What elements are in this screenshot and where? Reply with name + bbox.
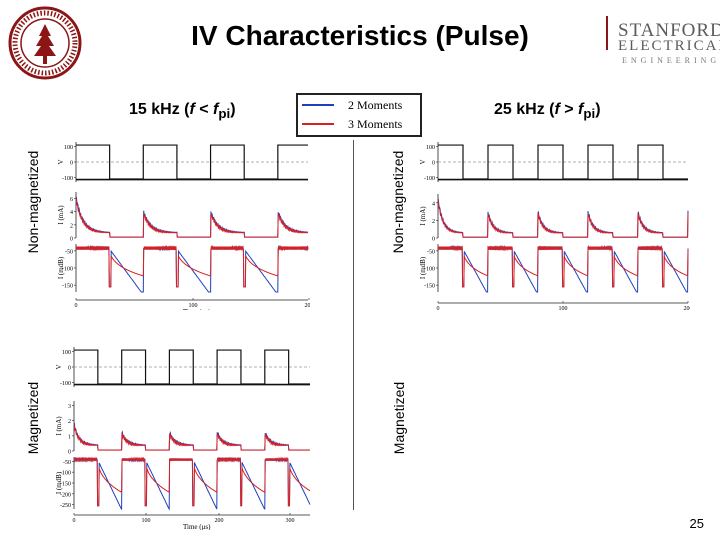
legend-swatch-blue <box>302 104 334 106</box>
log-current-trace-3-moments <box>75 244 309 288</box>
y-tick-label: 100 <box>62 350 71 356</box>
y-tick-label: 0 <box>70 161 73 167</box>
x-axis-label: Time (μs) <box>183 308 211 310</box>
y-tick-label: -100 <box>424 267 435 273</box>
y-tick-label: 0 <box>432 237 435 243</box>
left-heading: 15 kHz (f < fpi) <box>129 101 236 122</box>
y-tick-label: -100 <box>60 471 71 477</box>
y-tick-label: -50 <box>65 249 73 255</box>
y-axis-label: I (mA) <box>58 205 65 225</box>
logo-stanford: STANFORD <box>618 20 720 41</box>
voltage-square-wave <box>74 349 310 385</box>
row-label-right-top: Non-magnetized <box>390 150 406 254</box>
y-tick-label: 0 <box>432 161 435 167</box>
y-tick-label: 0 <box>68 450 71 456</box>
x-tick-label: 0 <box>73 518 76 524</box>
slide-title: IV Characteristics (Pulse) <box>191 20 529 51</box>
voltage-square-wave <box>438 144 688 180</box>
y-tick-label: 3 <box>68 404 71 410</box>
y-tick-label: 2 <box>432 219 435 225</box>
y-axis-label: V <box>419 159 427 164</box>
y-tick-label: -150 <box>60 482 71 488</box>
y-tick-label: 0 <box>68 366 71 372</box>
y-tick-label: -100 <box>60 381 71 387</box>
current-trace-3-moments <box>437 200 689 238</box>
x-tick-label: 200 <box>684 306 691 312</box>
y-axis-label: V <box>58 159 65 164</box>
logo-engineering: ENGINEERING <box>622 56 720 65</box>
y-tick-label: -200 <box>60 492 71 498</box>
y-tick-label: -150 <box>424 284 435 290</box>
x-tick-label: 300 <box>286 518 295 524</box>
logo-bar <box>606 16 608 50</box>
chart-15khz-nonmagnetized: 100 0 -100 V 6 4 2 0 I (mA) -50 -100 -150 I (mdB) 0 10… <box>58 142 311 310</box>
y-tick-label: 2 <box>70 223 73 229</box>
y-tick-label: -150 <box>62 284 73 290</box>
x-tick-label: 0 <box>75 303 78 309</box>
legend-label: 2 Moments <box>348 98 403 112</box>
logo-electrical: ELECTRICAL <box>618 38 720 54</box>
x-axis-label: Time (μs) <box>554 311 582 312</box>
page-number: 25 <box>689 516 704 531</box>
y-tick-label: 4 <box>70 210 73 216</box>
stanford-seal-logo <box>8 6 82 80</box>
y-tick-label: 2 <box>68 419 71 425</box>
y-tick-label: -100 <box>424 176 435 182</box>
y-axis-label: I (mdB) <box>58 256 65 279</box>
current-trace-2-moments <box>73 422 310 451</box>
y-tick-label: 100 <box>64 145 73 151</box>
y-tick-label: -100 <box>62 267 73 273</box>
y-tick-label: -50 <box>63 460 71 466</box>
y-tick-label: -250 <box>60 503 71 509</box>
legend: 2 Moments 3 Moments <box>296 93 422 137</box>
y-axis-label: I (mdB) <box>55 471 63 494</box>
right-heading: 25 kHz (f > fpi) <box>494 101 601 122</box>
y-tick-label: 6 <box>70 197 73 203</box>
legend-label: 3 Moments <box>348 117 403 131</box>
y-axis-label: I (mA) <box>419 206 427 226</box>
legend-entry-2-moments: 2 Moments <box>302 96 420 114</box>
legend-entry-3-moments: 3 Moments <box>302 115 420 133</box>
x-tick-label: 0 <box>437 306 440 312</box>
log-current-trace-3-moments <box>437 244 689 288</box>
chart-15khz-magnetized: 100 0 -100 V 3 2 1 0 I (mA) -50 -100 -150 -200 -250 I … <box>55 347 311 530</box>
y-tick-label: 0 <box>70 237 73 243</box>
y-tick-label: 1 <box>68 434 71 440</box>
log-current-trace-3-moments <box>73 456 311 507</box>
row-label-left-bottom: Magnetized <box>25 381 41 455</box>
chart-25khz-nonmagnetized: 100 0 -100 V 4 2 0 I (mA) -50 -100 -150 I (mdB) 0 100… <box>419 142 691 312</box>
y-axis-label: I (mdB) <box>419 256 427 279</box>
row-label-right-bottom: Magnetized <box>391 381 407 455</box>
y-axis-label: I (mA) <box>55 416 63 436</box>
panel-divider <box>353 140 354 510</box>
x-tick-label: 200 <box>305 303 311 309</box>
y-tick-label: 100 <box>426 145 435 151</box>
legend-swatch-red <box>302 123 334 125</box>
x-tick-label: 100 <box>189 303 198 309</box>
current-trace-3-moments <box>75 198 309 238</box>
y-tick-label: 4 <box>432 201 435 207</box>
current-trace-3-moments <box>73 424 310 451</box>
row-label-left-top: Non-magnetized <box>25 150 41 254</box>
y-tick-label: -50 <box>427 249 435 255</box>
y-axis-label: V <box>55 364 63 369</box>
x-axis-label: Time (μs) <box>183 523 211 530</box>
log-current-trace-2-moments <box>75 244 309 293</box>
y-tick-label: -100 <box>62 176 73 182</box>
current-trace-2-moments <box>75 196 308 238</box>
x-tick-label: 100 <box>142 518 151 524</box>
x-tick-label: 100 <box>559 306 568 312</box>
x-tick-label: 200 <box>215 518 224 524</box>
